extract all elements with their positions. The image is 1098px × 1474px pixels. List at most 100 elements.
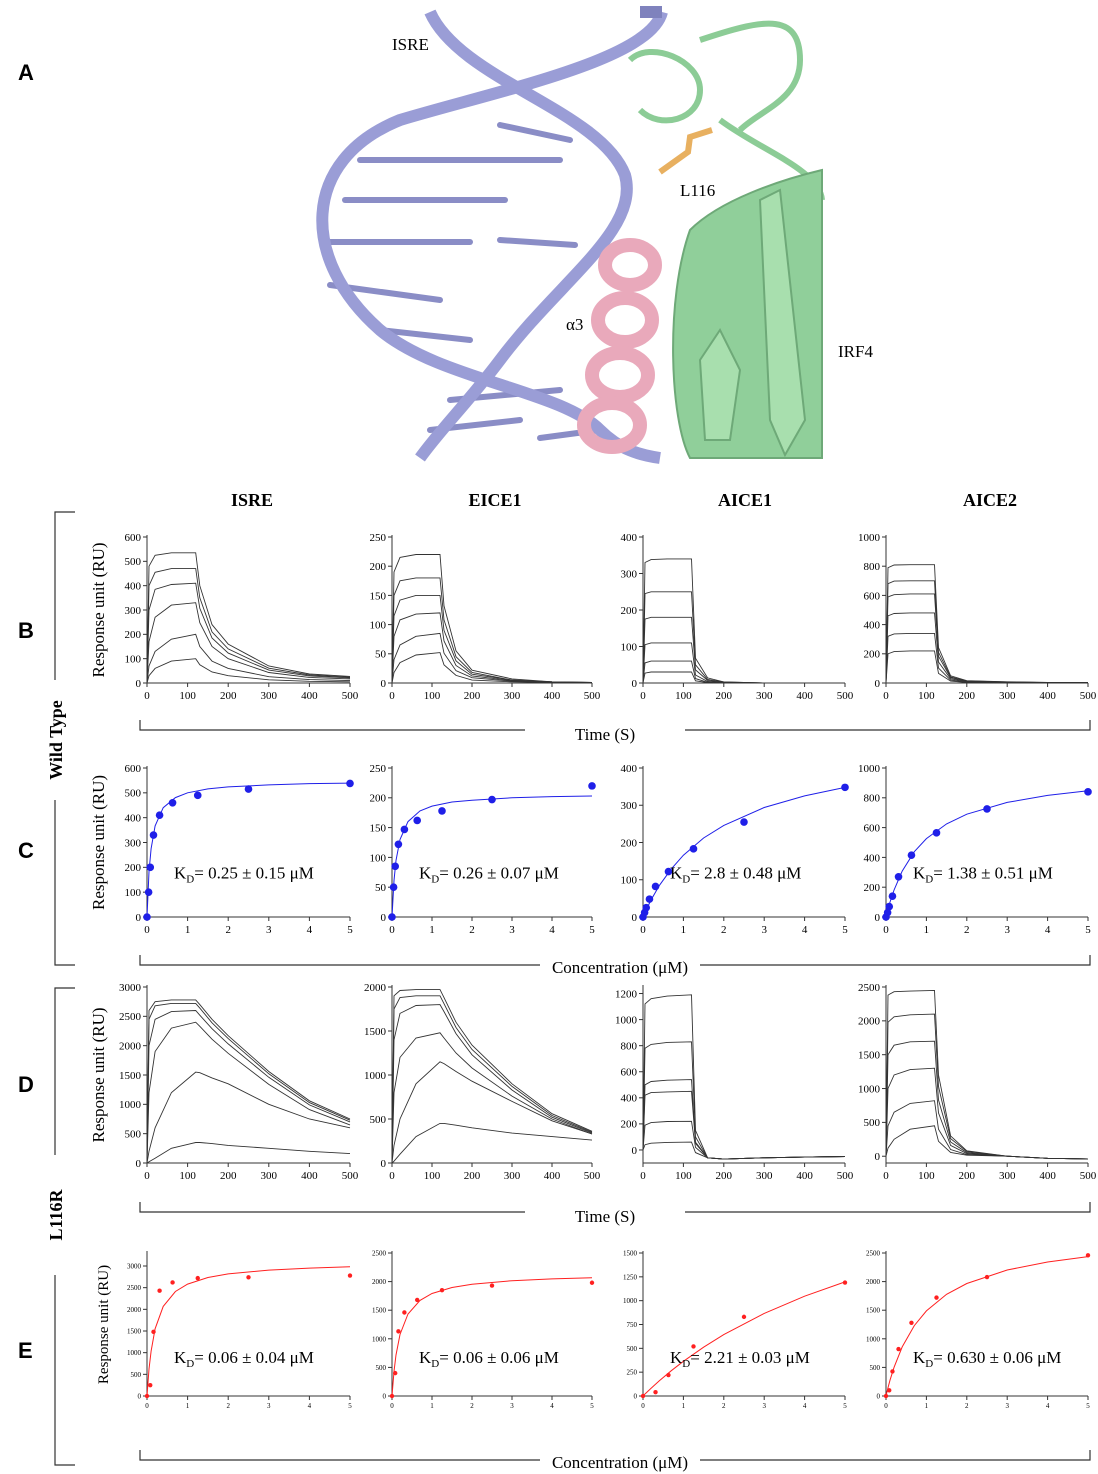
kd-value: = 0.26 ± 0.07 μM: [439, 863, 559, 882]
kd-subscript: D: [925, 873, 933, 885]
x-tick-label: 200: [959, 690, 976, 702]
panel-label: B: [18, 618, 34, 643]
y-tick-label: 2500: [866, 1249, 881, 1257]
y-tick-label: 50: [375, 649, 387, 661]
sensorgram-curve: [147, 1022, 350, 1163]
structure-label: IRF4: [838, 342, 873, 361]
y-tick-label: 0: [634, 1392, 638, 1400]
sensorgram-curve: [392, 595, 592, 683]
x-tick-label: 4: [308, 1402, 312, 1410]
y-tick-label: 400: [864, 619, 881, 631]
structure-label: ISRE: [392, 35, 429, 54]
y-tick-label: 0: [875, 1151, 881, 1163]
y-tick-label: 1500: [623, 1249, 638, 1257]
x-tick-label: 200: [959, 1170, 976, 1182]
column-header: AICE1: [718, 490, 772, 510]
y-tick-label: 0: [632, 912, 638, 924]
y-tick-label: 1000: [127, 1349, 142, 1357]
y-tick-label: 250: [627, 1369, 638, 1377]
y-tick-label: 750: [627, 1321, 638, 1329]
data-point: [590, 1281, 594, 1285]
sensorgram-curve: [392, 1062, 592, 1163]
y-tick-label: 50: [375, 882, 387, 894]
y-tick-label: 400: [125, 813, 142, 825]
x-tick-label: 300: [756, 690, 773, 702]
y-tick-label: 500: [370, 1114, 387, 1126]
kd-subscript: D: [682, 873, 690, 885]
kd-subscript: D: [431, 873, 439, 885]
fit-curve: [392, 796, 592, 917]
figure: A ISRE L116 α3 IRF4 ISRE EICE1 AICE1 AIC…: [0, 0, 1098, 1474]
x-tick-label: 0: [640, 924, 646, 936]
y-tick-label: 1200: [615, 988, 638, 1000]
sensorgram-curve: [392, 555, 592, 684]
x-tick-label: 0: [389, 1170, 395, 1182]
data-point: [1086, 1253, 1090, 1257]
x-tick-label: 2: [470, 1402, 474, 1410]
sensorgram-curve: [886, 1041, 1088, 1159]
data-point: [151, 1330, 155, 1334]
sensorgram-curve: [886, 633, 1088, 683]
kd-subscript: D: [431, 1358, 439, 1370]
column-header: ISRE: [231, 490, 273, 510]
x-tick-label: 300: [999, 690, 1016, 702]
y-tick-label: 2500: [119, 1011, 142, 1023]
y-tick-label: 2000: [364, 982, 387, 994]
x-tick-label: 300: [261, 690, 278, 702]
y-tick-label: 500: [864, 1117, 881, 1129]
x-tick-label: 3: [267, 1402, 271, 1410]
y-tick-label: 1500: [119, 1070, 142, 1082]
x-tick-label: 200: [464, 690, 481, 702]
y-tick-label: 1000: [119, 1099, 142, 1111]
data-point: [641, 1394, 645, 1398]
data-point: [934, 1295, 938, 1299]
sensorgram-curve: [886, 1014, 1088, 1159]
y-tick-label: 400: [125, 581, 142, 593]
x-tick-label: 2: [965, 1402, 969, 1410]
x-tick-label: 400: [544, 690, 561, 702]
x-tick-label: 0: [884, 1402, 888, 1410]
x-tick-label: 500: [584, 1170, 601, 1182]
group-brackets: [55, 512, 75, 1465]
y-tick-label: 1250: [623, 1273, 638, 1281]
sensorgram-curve: [392, 578, 592, 683]
x-tick-label: 2: [721, 924, 727, 936]
kd-annotation: KD= 0.26 ± 0.07 μM: [419, 863, 559, 885]
data-point: [348, 1273, 352, 1277]
sensorgram-curve: [643, 1121, 845, 1159]
x-tick-label: 500: [342, 1170, 359, 1182]
x-tick-label: 200: [220, 690, 237, 702]
data-point: [983, 805, 991, 813]
x-tick-label: 4: [549, 924, 555, 936]
x-tick-label: 3: [266, 924, 272, 936]
y-tick-label: 800: [864, 561, 881, 573]
y-tick-label: 800: [621, 1041, 638, 1053]
x-tick-label: 0: [145, 1402, 149, 1410]
y-tick-label: 1000: [623, 1297, 638, 1305]
x-tick-label: 2: [964, 924, 970, 936]
sensorgram-curve: [147, 553, 350, 683]
data-point: [415, 1298, 419, 1302]
kd-symbol: K: [419, 863, 432, 882]
structure-label: L116: [680, 181, 715, 200]
kd-annotation: KD= 2.21 ± 0.03 μM: [670, 1348, 810, 1370]
y-tick-label: 2500: [372, 1249, 387, 1257]
y-tick-label: 100: [621, 641, 638, 653]
y-tick-label: 200: [621, 837, 638, 849]
y-tick-label: 150: [370, 590, 387, 602]
y-tick-label: 500: [125, 788, 142, 800]
y-tick-label: 2000: [119, 1041, 142, 1053]
x-tick-label: 2: [225, 924, 231, 936]
x-tick-label: 100: [424, 1170, 441, 1182]
x-tick-label: 500: [584, 690, 601, 702]
y-tick-label: 500: [376, 1364, 387, 1372]
data-point: [402, 1310, 406, 1314]
y-tick-label: 0: [875, 678, 881, 690]
sensorgram-curve: [643, 995, 845, 1159]
x-tick-label: 1: [185, 924, 191, 936]
data-point: [145, 888, 153, 896]
y-tick-label: 250: [370, 763, 387, 775]
x-tick-label: 4: [550, 1402, 554, 1410]
x-tick-label: 0: [883, 924, 889, 936]
data-point: [440, 1288, 444, 1292]
